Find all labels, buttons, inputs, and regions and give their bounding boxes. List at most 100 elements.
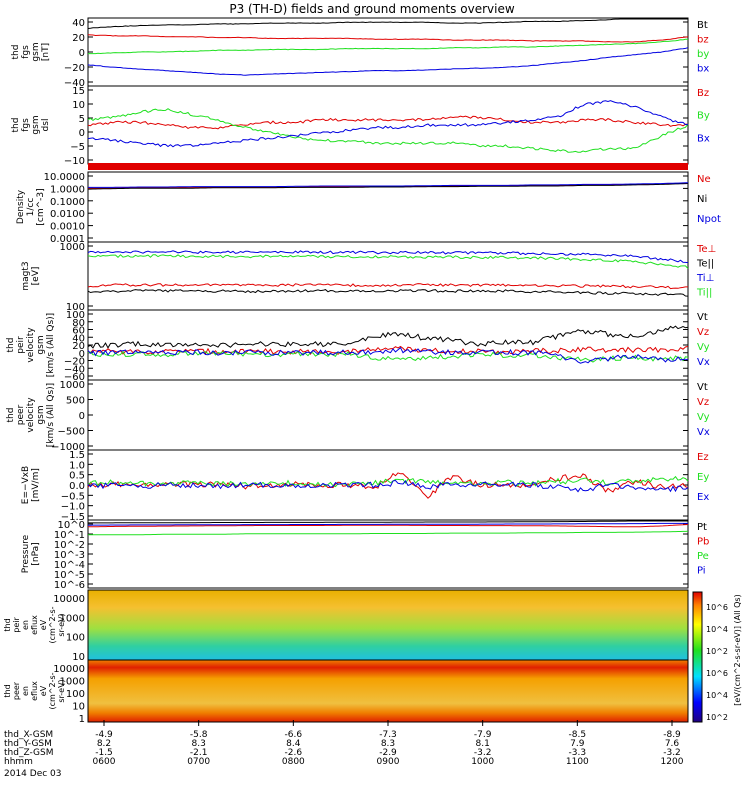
y-axis-label-line: [eV] [31,267,41,286]
x-tick-label: -6.6 [285,730,303,740]
y-tick-label: 10 [72,100,85,111]
series-line-Pe [88,530,689,536]
legend-entry: Ne [697,174,711,185]
x-tick-label: -2.6 [285,748,303,758]
y-axis-label-line: gsm [31,42,41,61]
spectrogram-field [87,659,689,723]
y-tick-label: 5 [79,114,85,125]
legend-entry: bx [697,64,709,75]
colorbar-gradient [692,591,703,723]
y-axis-label-line: eflux [30,681,39,701]
y-axis-label-line: [cm^-3] [36,188,46,225]
series-line-Ti|| [87,254,689,269]
series-line-Pi [88,522,688,526]
x-tick-label: -4.9 [95,730,113,740]
series-line-Ni [88,183,689,190]
x-tick-label: 0600 [93,757,116,767]
y-axis-label-line: 1/cc [26,198,36,217]
y-tick-label: 0 [79,411,85,422]
x-tick-label: -8.9 [663,730,681,740]
legend-entry: Pt [697,522,707,533]
y-tick-label: 80 [72,318,85,329]
x-row-label: thd_X-GSM [4,730,53,740]
y-axis-label-line: (cm^2-s- [48,672,57,709]
y-tick-label: 60 [72,326,85,337]
y-axis-label-line: gsm [36,405,46,424]
y-axis-label: magt3 [eV] [21,261,41,290]
y-tick-label: −40 [64,78,85,89]
y-axis-label-line: thd [11,45,21,60]
y-tick-label: −500 [58,427,85,438]
x-tick-label: -7.3 [379,730,397,740]
y-axis-label: thd peir en eflux eV (cm^2-s-sr-eV) [3,606,66,643]
series-line-Te⊥ [87,283,688,290]
x-tick-label: 0900 [377,757,400,767]
panel-frame [87,309,689,381]
y-axis-label-line: E=−VxB [21,466,31,504]
legend-entry: Vy [697,342,710,353]
legend-entry: Te|| [696,259,714,270]
spectrogram-field [87,589,689,661]
x-tick-label: 1000 [471,757,494,767]
legend-entry: Vy [697,412,710,423]
y-tick-label: 100 [66,310,85,321]
chart-title: P3 (TH-D) fields and ground moments over… [229,2,514,16]
legend-entry: Vt [697,312,708,323]
y-axis-label-line: thd [3,618,12,631]
y-axis-label: thd fgs gsm [nT] [11,42,51,61]
y-tick-label: 10000 [53,594,85,605]
y-axis-label: thd peer en eflux eV (cm^2-s-sr-eV) [3,672,66,709]
y-axis-label-line: [km/s (All Qs)] [46,313,56,377]
y-tick-label: 1.0 [69,460,85,471]
y-axis-label-line: peir [16,336,26,354]
y-tick-label: 10 [72,652,85,663]
y-axis-label-line: peer [16,404,26,425]
y-tick-label: 100 [66,689,85,700]
y-axis-label-line: sr-eV) [57,679,66,702]
y-tick-label: 1000 [60,242,85,253]
y-axis-label-line: [mV/m] [31,468,41,502]
legend-entry: Ex [697,492,709,503]
x-tick-label: -3.3 [569,748,587,758]
y-tick-label: −5 [70,142,85,153]
panel-frame [87,171,689,243]
y-axis-label: E=−VxB [mV/m] [21,466,41,504]
spectrogram-1: 10000 1000 100 10 thd peir en eflux eV (cm^2-s-sr… [3,589,689,663]
legend-entry: By [697,111,710,122]
y-axis-label-line: thd [11,118,21,133]
y-axis-label-line: thd [6,408,16,423]
x-row-label: thd_Y-GSM [4,739,52,749]
colorbar-label-text: [eV/(cm^2-s-sr-eV)] (All Qs) [733,594,742,705]
y-tick-label: 10000 [53,664,85,675]
colorbar: 10^6 10^4 10^2 10^6 10^4 10^2 [eV/(cm^2-s-sr-e… [692,591,742,723]
y-tick-label: −60 [64,372,85,383]
y-tick-label: 1.0000 [50,184,85,195]
series-line-by [88,38,689,55]
y-axis-label-line: en [21,686,30,696]
series-line-Ti⊥ [87,250,689,264]
x-tick-label: 1200 [661,757,684,767]
series-line-Pb [88,524,689,528]
y-tick-label: 10^-5 [54,570,85,581]
panel-separator-band [88,163,688,170]
y-axis-label-line: Density [16,189,26,224]
x-tick-label: 1100 [566,757,589,767]
series-line-Bz [87,115,689,130]
legend-entry: Ni [697,194,707,205]
legend-entry: bz [697,35,709,46]
x-tick-label: 7.6 [665,739,680,749]
y-axis-label-line: dsl [41,119,51,132]
x-tick-label: 8.3 [192,739,206,749]
y-tick-label: 500 [66,396,85,407]
panel-2: 15 10 5 0 −5 −10 thd fgs gsm dsl Bz By Bx [11,85,710,167]
legend-entry: Ez [697,452,709,463]
legend-entry: Vt [697,382,708,393]
colorbar-tick-label: 10^2 [706,647,728,656]
x-tick-label: -3.2 [474,748,492,758]
x-tick-label: -1.5 [95,748,113,758]
